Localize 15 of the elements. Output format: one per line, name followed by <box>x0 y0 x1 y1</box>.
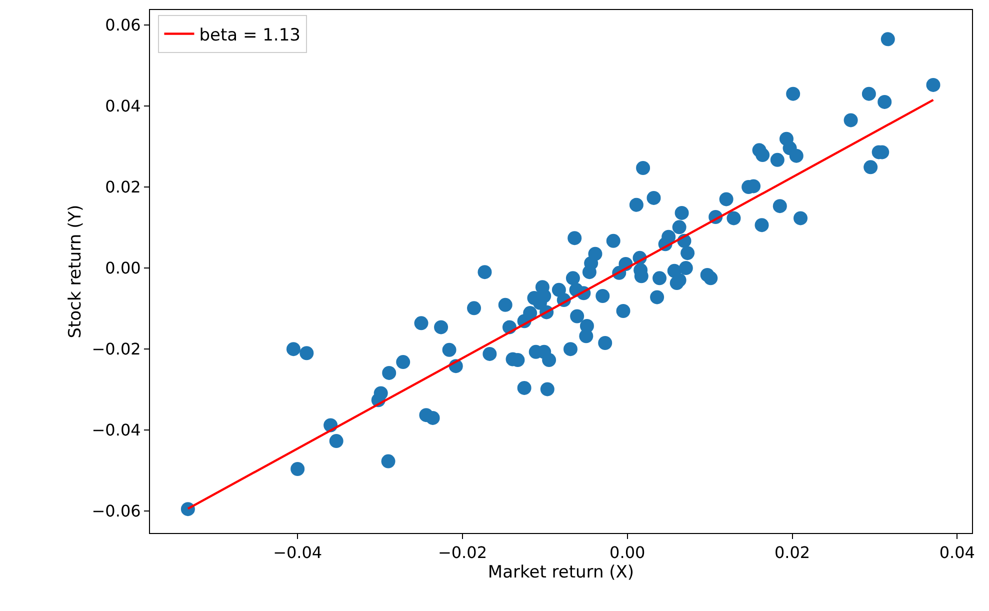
x-tick-label: 0.00 <box>610 543 646 562</box>
y-tick-label: −0.06 <box>92 502 141 521</box>
x-axis-title: Market return (X) <box>488 562 634 583</box>
y-tick-label: 0.00 <box>105 258 141 278</box>
x-tick-label: 0.04 <box>939 543 975 562</box>
y-tick-label: 0.06 <box>105 16 141 35</box>
y-tick-label: 0.04 <box>105 96 141 116</box>
y-axis-title: Stock return (Y) <box>65 204 86 338</box>
y-tick-label: −0.04 <box>92 420 141 440</box>
legend-label: beta = 1.13 <box>199 25 300 46</box>
x-tick-label: 0.02 <box>774 543 810 562</box>
y-tick-label: −0.02 <box>92 340 141 359</box>
y-tick-label: 0.02 <box>105 178 141 197</box>
x-tick-label: −0.04 <box>273 543 322 562</box>
x-tick-label: −0.02 <box>438 543 487 562</box>
